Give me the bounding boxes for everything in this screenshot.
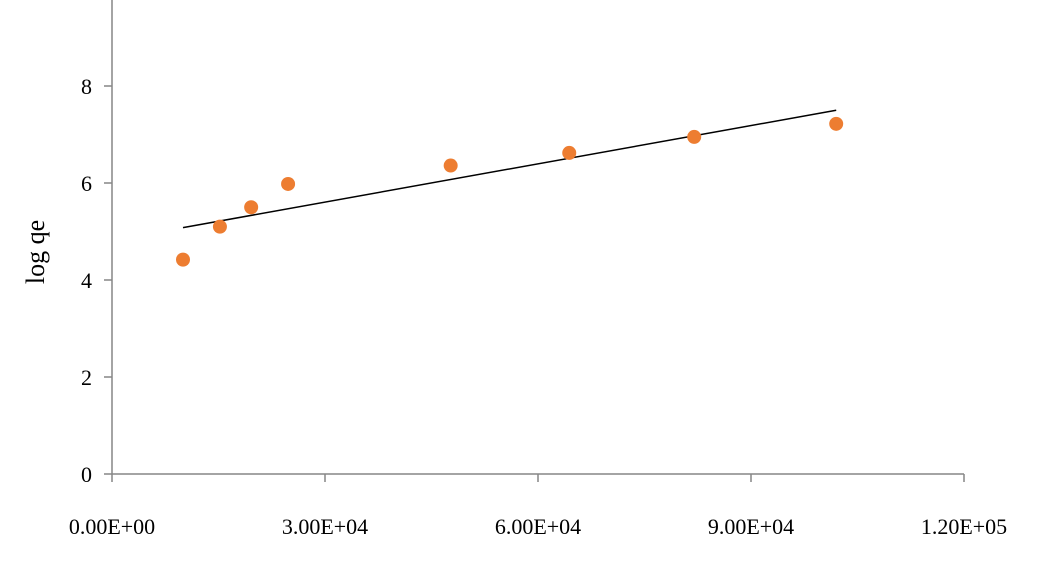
y-tick-label: 2 [81, 365, 92, 390]
data-point [443, 158, 458, 173]
y-tick-label: 8 [81, 74, 92, 99]
y-tick-label: 6 [81, 171, 92, 196]
trendline [182, 109, 837, 229]
trendline-group [182, 109, 837, 229]
axes [111, 0, 964, 475]
data-point [562, 145, 577, 160]
x-tick-label: 6.00E+04 [495, 514, 581, 539]
y-tick-label: 0 [81, 462, 92, 487]
data-point [176, 252, 190, 267]
x-tick-label: 1.20E+05 [921, 514, 1007, 539]
x-tick-label: 0.00E+00 [69, 514, 155, 539]
data-point [829, 116, 844, 131]
data-point [212, 219, 227, 234]
data-point [244, 200, 259, 215]
x-tick-label: 9.00E+04 [708, 514, 794, 539]
data-point [687, 129, 702, 144]
y-axis-title: log qe [21, 220, 50, 284]
y-tick-label: 4 [81, 268, 92, 293]
y-axis-ticks: 0 2 4 6 8 [81, 74, 112, 487]
x-axis-ticks: 0.00E+00 3.00E+04 6.00E+04 9.00E+04 1.20E+05 [69, 474, 1007, 539]
x-tick-label: 3.00E+04 [282, 514, 368, 539]
data-points [176, 116, 844, 267]
data-point [281, 176, 296, 191]
